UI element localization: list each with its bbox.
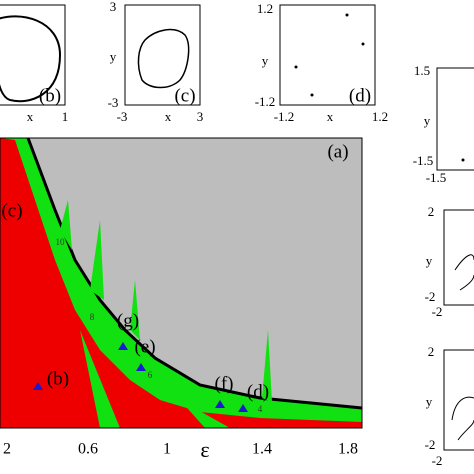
y-label: y xyxy=(426,253,433,268)
x-label: ε xyxy=(200,437,209,462)
x-tick-label: 1.2 xyxy=(372,109,388,124)
panel-label: (a) xyxy=(327,141,348,162)
y-tick-label: 1.5 xyxy=(414,63,430,78)
x-tick-label: -1.5 xyxy=(426,170,447,185)
panel-frame xyxy=(279,4,376,106)
y-tick-label: -1.5 xyxy=(413,153,434,168)
orbit xyxy=(454,254,474,291)
x-label: x xyxy=(27,109,34,124)
region-label: (b) xyxy=(47,368,69,389)
region-label: (c) xyxy=(1,200,22,221)
period-label: 6 xyxy=(148,370,153,380)
x-label: x xyxy=(327,109,334,124)
region-label: (d) xyxy=(247,381,269,402)
panel-frame xyxy=(443,349,474,451)
markers xyxy=(33,342,248,412)
x-tick-label: -3 xyxy=(117,109,128,124)
panel-frame xyxy=(0,137,363,429)
y-tick-label: 3 xyxy=(110,0,117,14)
x-tick-label: 1 xyxy=(163,441,171,458)
red-region xyxy=(0,138,362,428)
y-tick-label: -3 xyxy=(108,95,119,110)
y-tick-label: -2 xyxy=(425,289,436,304)
y-label: y xyxy=(424,113,431,128)
period-label: 10 xyxy=(56,237,66,247)
panel-frame xyxy=(436,67,474,171)
panel-frame xyxy=(443,209,474,306)
y-tick-label: 1.2 xyxy=(257,1,273,16)
panel-label: (c) xyxy=(174,85,195,106)
period-label: 4 xyxy=(258,404,263,414)
region-label: (f) xyxy=(215,373,234,394)
x-tick-label: -2 xyxy=(432,304,443,319)
panel-label: (b) xyxy=(39,85,61,106)
panel-frame xyxy=(0,4,66,106)
y-tick-label: 2 xyxy=(428,344,435,359)
x-label: x xyxy=(165,109,172,124)
panel-label: (d) xyxy=(349,85,371,106)
region-label: (g) xyxy=(117,310,139,331)
point xyxy=(461,158,465,162)
x-tick-label: -1.2 xyxy=(274,109,295,124)
y-tick-label: -1.2 xyxy=(255,94,276,109)
y-tick-label: 2 xyxy=(428,204,435,219)
y-tick-label: -2 xyxy=(425,437,436,452)
y-label: y xyxy=(110,49,117,64)
period-label: 8 xyxy=(90,312,95,322)
orbit xyxy=(137,28,190,89)
x-tick-label: -2 xyxy=(432,453,443,468)
orbit xyxy=(0,15,62,103)
x-tick-label: 1.8 xyxy=(338,441,358,458)
x-tick-label: 1 xyxy=(62,109,69,124)
x-tick-label: 1.4 xyxy=(252,441,272,458)
orbit xyxy=(451,396,474,441)
y-label: y xyxy=(426,394,433,409)
x-tick-label: 3 xyxy=(197,109,204,124)
x-tick-label: 2 xyxy=(3,441,11,458)
panel-frame xyxy=(124,4,201,106)
region-label: (e) xyxy=(134,336,155,357)
y-label: y xyxy=(262,53,269,68)
x-tick-label: 0.6 xyxy=(78,441,98,458)
boundary xyxy=(26,137,363,410)
points xyxy=(294,13,365,97)
